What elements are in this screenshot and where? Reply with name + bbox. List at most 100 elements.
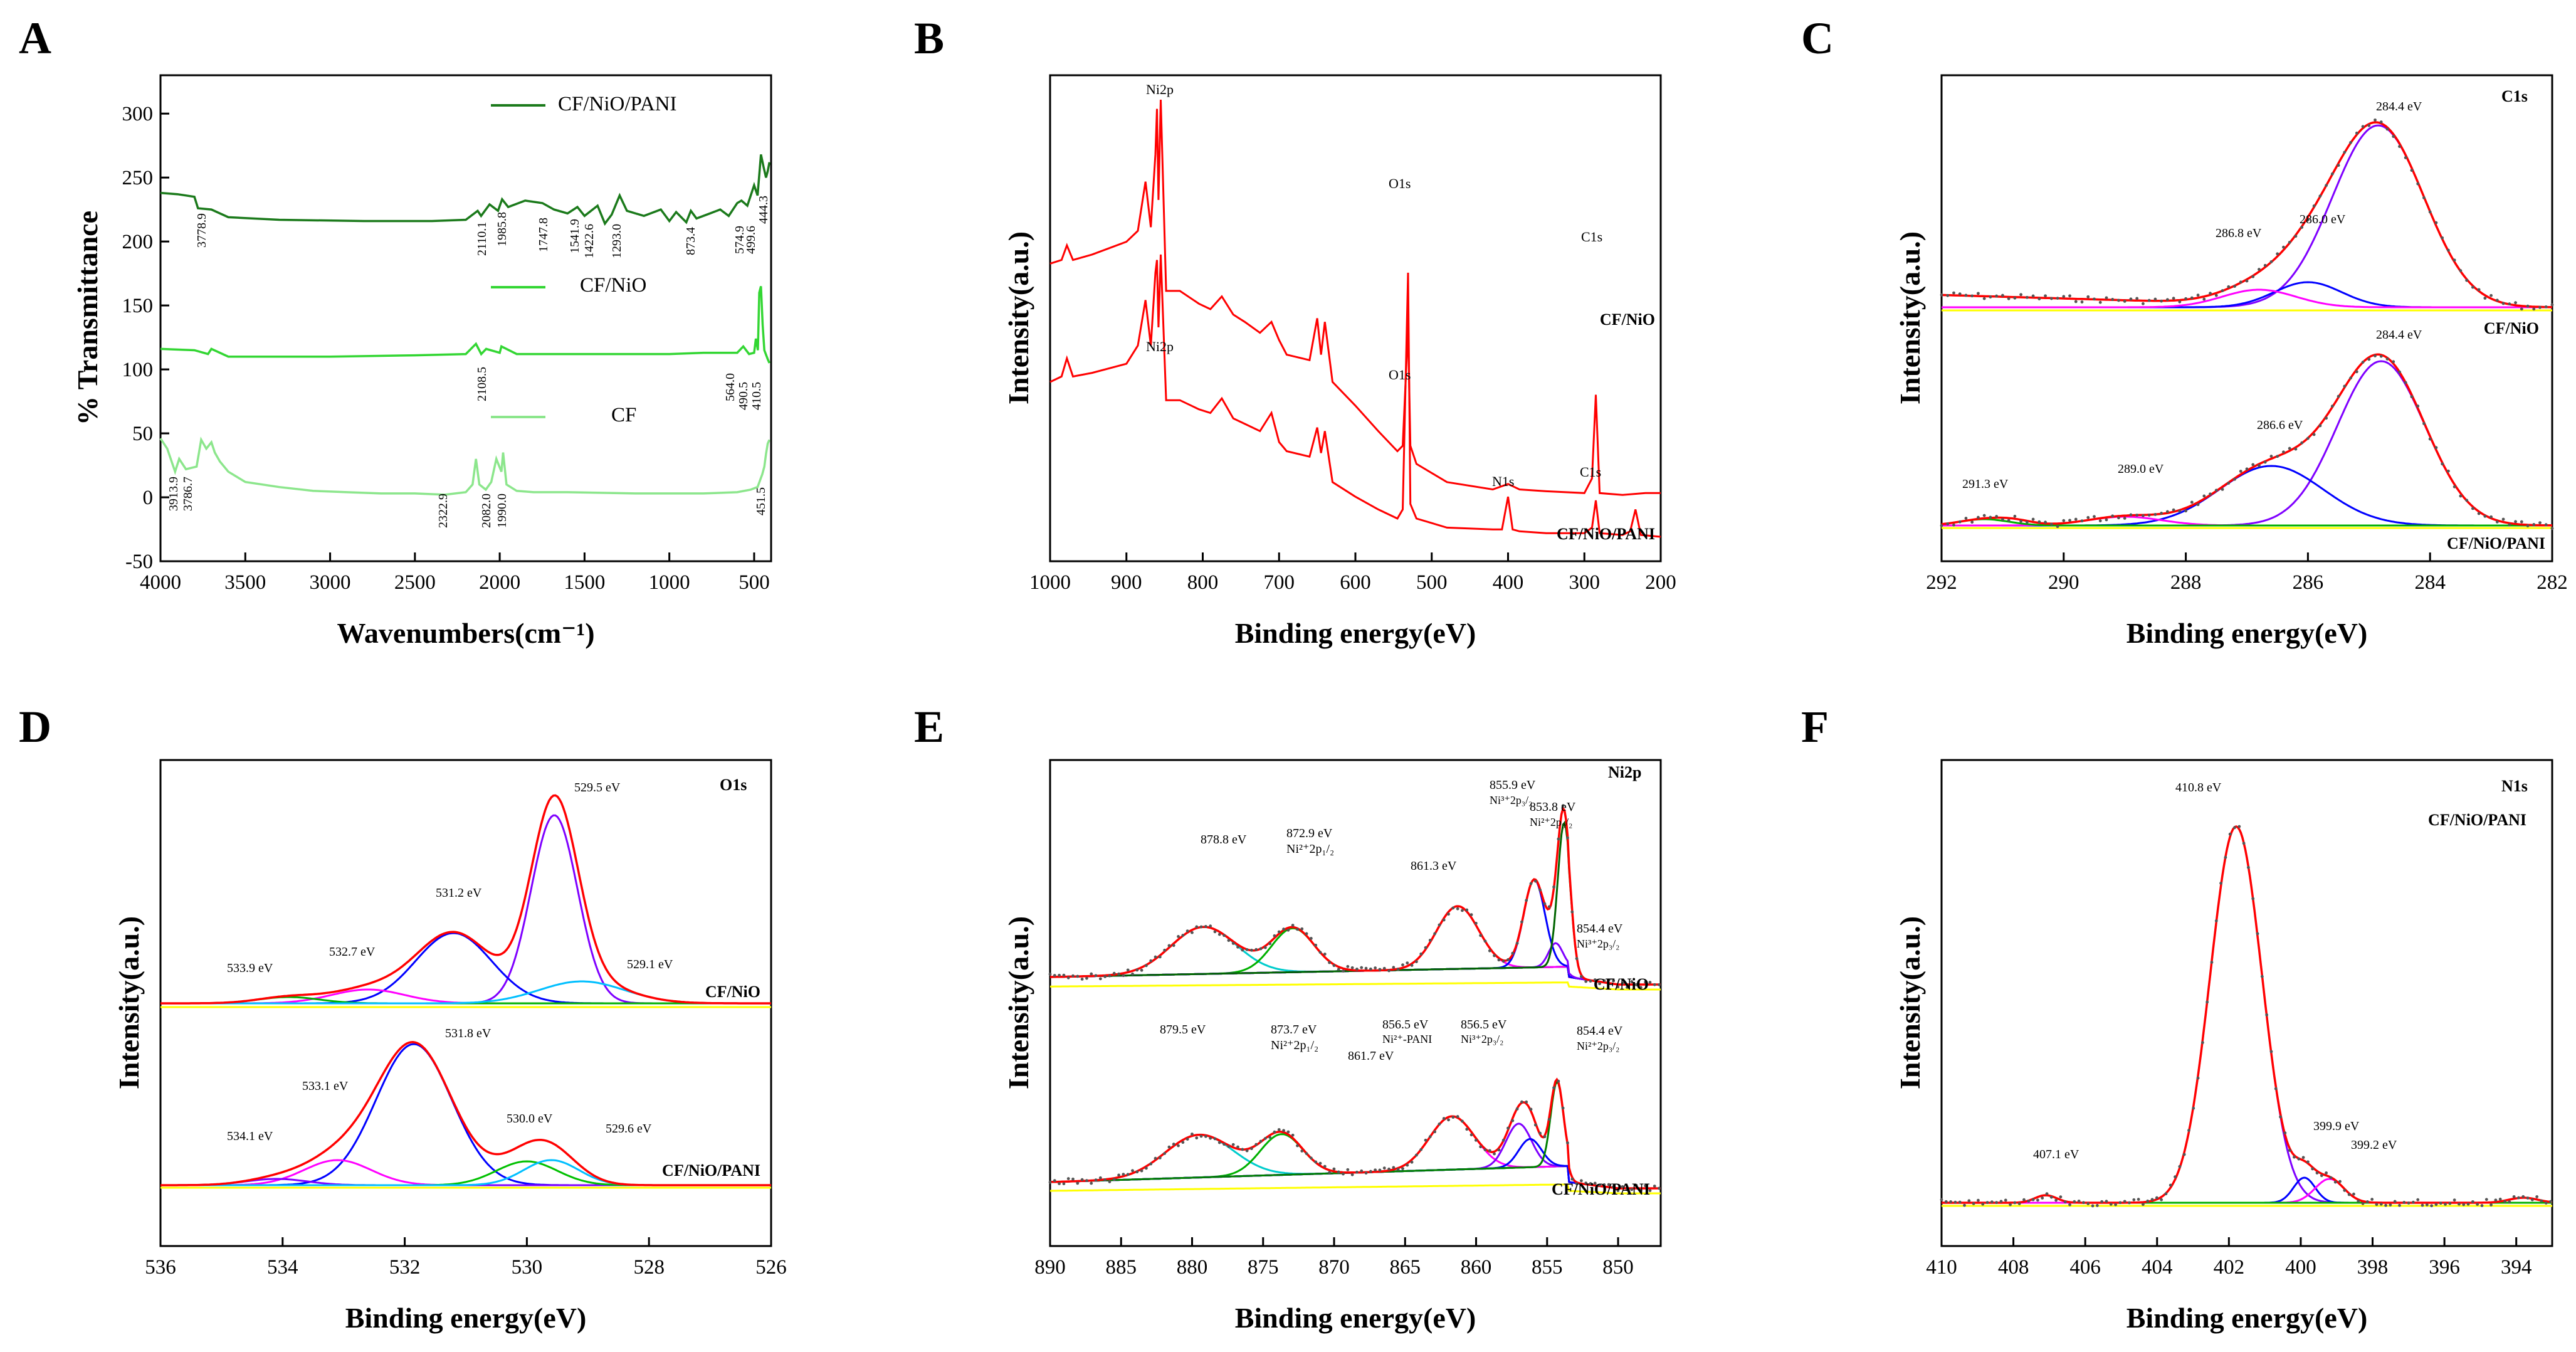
data-point	[2434, 446, 2438, 450]
data-point	[1483, 1148, 1487, 1151]
data-point	[2480, 1204, 2484, 1207]
data-point	[1639, 1188, 1643, 1192]
panel-e: E 890 885 880 875 870 865 860 855 850 Binding en…	[914, 702, 1662, 1334]
annotations-d: 529.5 eV 531.2 eV 532.7 eV 533.9 eV 529.…	[227, 781, 673, 1143]
data-point	[2452, 485, 2456, 489]
data-point	[2459, 269, 2463, 272]
data-point	[1451, 1116, 1455, 1119]
x-axis-label-b: Binding energy(eV)	[1235, 617, 1476, 649]
data-point	[2111, 514, 2115, 518]
data-point	[1999, 1200, 2003, 1203]
data-point	[1387, 1167, 1391, 1171]
data-point	[2306, 218, 2310, 222]
data-point	[2056, 525, 2059, 529]
annotation: 399.2 eV	[2351, 1138, 2397, 1152]
data-point	[2311, 1167, 2315, 1171]
x-tick-label: 200	[1645, 571, 1676, 594]
fit-envelope	[160, 794, 771, 1005]
x-tick-label: 2000	[479, 571, 520, 594]
data-point	[2544, 1201, 2548, 1205]
plot-frame-f	[1940, 759, 2553, 1247]
axis-ticks-c: 292 290 288 286 284 282	[1926, 552, 2568, 594]
data-point	[1374, 966, 1377, 969]
data-point	[2169, 1183, 2172, 1187]
data-point	[1369, 967, 1372, 971]
data-point	[1158, 955, 1162, 959]
data-point	[1217, 932, 1221, 936]
data-point	[2347, 1193, 2351, 1196]
data-point	[2476, 1203, 2479, 1206]
data-point	[2013, 514, 2017, 518]
series-line	[160, 154, 771, 226]
data-point	[2338, 1180, 2342, 1183]
data-point	[2117, 516, 2120, 520]
data-point	[2073, 1200, 2076, 1203]
annotation: 861.7 eV	[1348, 1049, 1394, 1063]
data-point	[1648, 981, 1652, 984]
annotation: Ni²⁺2p₁/₂	[1286, 842, 1334, 856]
data-point	[1254, 948, 1258, 951]
baseline	[1050, 1183, 1661, 1195]
annotation: 3786.7	[181, 477, 195, 511]
data-point	[2049, 297, 2053, 300]
data-point	[2398, 370, 2401, 374]
data-point	[1630, 1188, 1634, 1191]
data-point	[2054, 1198, 2058, 1202]
data-point	[2049, 1195, 2053, 1199]
data-point	[1135, 1170, 1139, 1174]
data-point	[2439, 1201, 2442, 1205]
data-point	[2343, 1188, 2347, 1192]
annotation: Ni²⁺2p₃/₂	[1530, 816, 1572, 828]
annotation: 410.8 eV	[2175, 781, 2222, 795]
annotations-f: 410.8 eV 399.9 eV 399.2 eV 407.1 eV	[2033, 781, 2397, 1161]
data-point	[2374, 118, 2377, 122]
data-point	[1579, 974, 1583, 978]
annotation: Ni2p	[1146, 339, 1174, 354]
annotation: 530.0 eV	[507, 1112, 553, 1126]
data-point	[2178, 509, 2182, 513]
panel-d: D 536 534 532 530 528 526 Binding energy(eV) …	[19, 702, 787, 1334]
data-point	[1332, 964, 1336, 968]
annotation: 2108.5	[475, 367, 489, 401]
data-point	[2007, 297, 2011, 300]
data-point	[2517, 1196, 2520, 1200]
data-point	[2352, 1192, 2355, 1196]
data-point	[2129, 297, 2133, 301]
data-point	[1566, 1141, 1569, 1144]
x-tick-label: 530	[512, 1256, 543, 1279]
data-point	[2549, 1200, 2552, 1203]
annotation: 1990.0	[495, 494, 509, 528]
data-point	[1309, 1156, 1313, 1160]
data-point	[1328, 1171, 1332, 1175]
data-point	[1630, 980, 1634, 983]
data-point	[2279, 1115, 2282, 1119]
data-point	[1488, 949, 1491, 953]
data-point	[1575, 957, 1579, 961]
data-point	[2532, 523, 2536, 526]
fit-envelope	[1941, 353, 2553, 527]
x-axis-label-c: Binding energy(eV)	[2127, 617, 2368, 649]
data-point	[1392, 1166, 1396, 1170]
data-point	[2293, 1155, 2296, 1159]
data-point	[2111, 298, 2115, 301]
data-point	[2093, 515, 2096, 519]
annotation: 499.6	[744, 226, 758, 254]
y-axis-label-b: Intensity(a.u.)	[1002, 231, 1034, 404]
data-point	[2447, 469, 2450, 473]
data-point	[1286, 1130, 1290, 1134]
annotation: 574.9	[733, 226, 747, 254]
data-point	[1579, 1179, 1583, 1183]
data-point	[1076, 974, 1080, 978]
data-point	[1958, 1200, 1962, 1204]
data-point	[2086, 1202, 2090, 1205]
annotation: 1422.6	[582, 224, 596, 258]
data-point	[2389, 1203, 2392, 1207]
data-point	[2495, 520, 2499, 524]
data-point	[1570, 910, 1574, 914]
data-point	[1117, 1173, 1120, 1177]
x-tick-label: 408	[1998, 1256, 2029, 1279]
data-point	[2117, 298, 2120, 302]
data-point	[2224, 855, 2227, 859]
data-point	[1497, 1148, 1501, 1152]
data-point	[1090, 1181, 1093, 1185]
